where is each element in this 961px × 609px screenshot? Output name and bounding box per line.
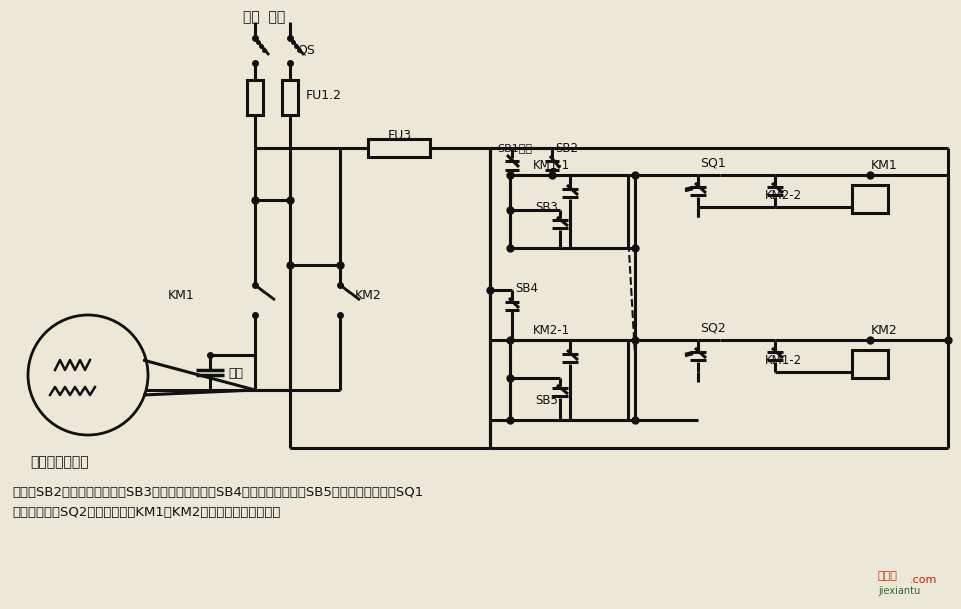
Text: KM1: KM1: [168, 289, 194, 301]
Text: KM2: KM2: [870, 323, 897, 337]
Text: jiexiantu: jiexiantu: [877, 586, 920, 596]
Text: SB2: SB2: [554, 141, 578, 155]
Text: KM2-2: KM2-2: [764, 189, 801, 202]
Text: KM2-1: KM2-1: [532, 323, 570, 337]
Bar: [851, 185, 887, 213]
Text: FU1.2: FU1.2: [306, 88, 342, 102]
Text: SB1停止: SB1停止: [497, 143, 531, 153]
Bar: [368, 139, 430, 157]
Bar: [282, 80, 298, 115]
Text: FU3: FU3: [387, 128, 411, 141]
Text: KM1-2: KM1-2: [764, 353, 801, 367]
Text: 说明：SB2为上升启动按钮，SB3为上升点动按钮，SB4为下降启动按钮，SB5为下降点动按钮；SQ1: 说明：SB2为上升启动按钮，SB3为上升点动按钮，SB4为下降启动按钮，SB5为…: [12, 485, 423, 499]
Text: 单相电容电动机: 单相电容电动机: [30, 455, 88, 469]
Text: 电容: 电容: [228, 367, 243, 379]
Bar: [247, 80, 262, 115]
Text: KM1: KM1: [870, 158, 897, 172]
Text: SQ1: SQ1: [700, 157, 725, 169]
Text: SB4: SB4: [514, 281, 537, 295]
Bar: [851, 350, 887, 378]
Text: 火线  零线: 火线 零线: [243, 10, 285, 24]
Text: .com: .com: [909, 575, 936, 585]
Text: SB5: SB5: [534, 393, 557, 406]
Text: 为最高限位，SQ2为最低限位。KM1、KM2可用中间继电器代替。: 为最高限位，SQ2为最低限位。KM1、KM2可用中间继电器代替。: [12, 507, 280, 519]
Text: SQ2: SQ2: [700, 322, 725, 334]
Text: 接线图: 接线图: [877, 571, 897, 581]
Text: SB3: SB3: [534, 200, 557, 214]
Text: KM2: KM2: [355, 289, 382, 301]
Text: KM1-1: KM1-1: [532, 158, 570, 172]
Text: QS: QS: [297, 43, 314, 57]
